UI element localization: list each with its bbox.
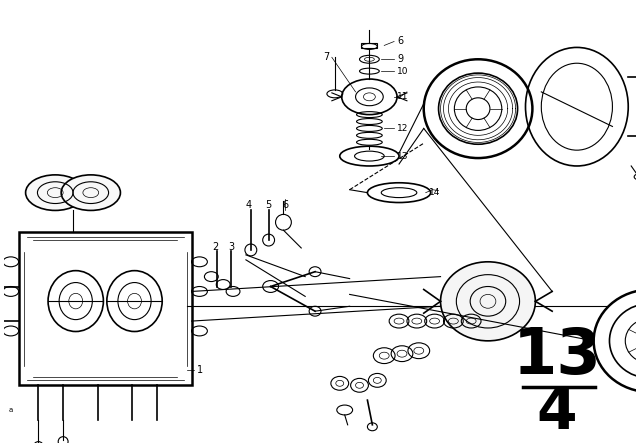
Text: 5: 5 (266, 201, 272, 211)
Text: 6: 6 (282, 201, 289, 211)
Text: 9: 9 (397, 54, 403, 64)
Text: 13: 13 (397, 151, 408, 160)
Text: 11: 11 (397, 92, 408, 101)
Ellipse shape (61, 175, 120, 211)
Text: 3: 3 (228, 242, 234, 252)
Text: a: a (9, 407, 13, 413)
Text: 2: 2 (212, 242, 218, 252)
Ellipse shape (440, 262, 536, 341)
Text: 4: 4 (537, 384, 577, 441)
Text: 4: 4 (246, 201, 252, 211)
Ellipse shape (26, 175, 85, 211)
Bar (19, 232, 191, 385)
Text: 6: 6 (397, 36, 403, 47)
Text: 14: 14 (429, 188, 440, 197)
Bar (362, 43, 378, 48)
Text: 13: 13 (513, 325, 602, 387)
Text: 10: 10 (397, 67, 408, 76)
Text: 7: 7 (324, 52, 330, 62)
Text: 12: 12 (397, 124, 408, 133)
Text: 1: 1 (196, 366, 203, 375)
